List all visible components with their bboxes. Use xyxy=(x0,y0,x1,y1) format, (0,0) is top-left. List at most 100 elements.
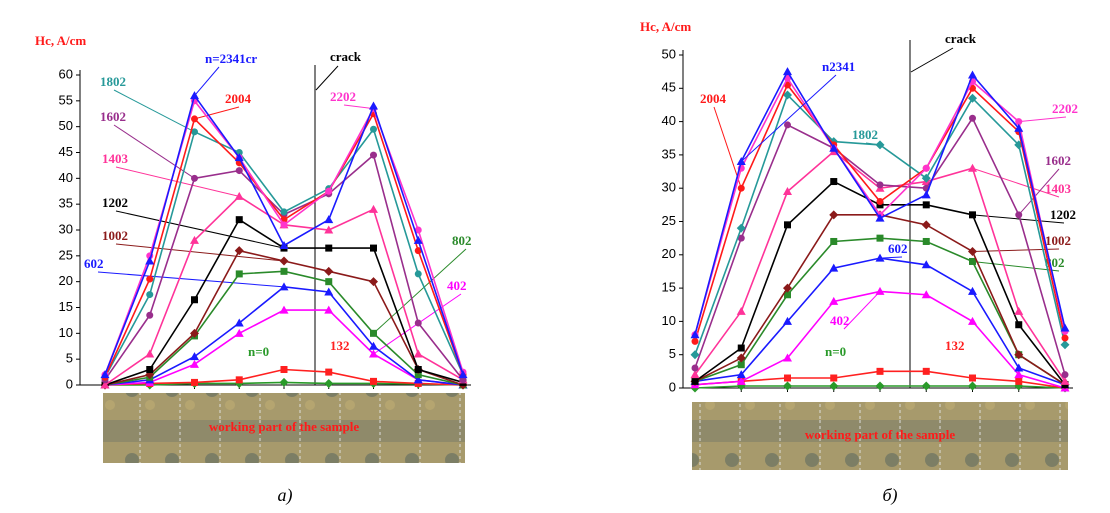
point xyxy=(1061,334,1069,342)
point xyxy=(324,287,334,296)
point xyxy=(736,376,746,385)
series-label: 132 xyxy=(330,338,350,353)
point xyxy=(1014,350,1024,360)
point xyxy=(829,263,839,272)
series-label: 132 xyxy=(945,338,965,353)
point xyxy=(324,215,334,224)
series-label: 1202 xyxy=(1050,207,1076,222)
point xyxy=(1014,370,1024,379)
y-tick-label: 55 xyxy=(59,92,73,107)
y-tick-label: 25 xyxy=(59,247,73,262)
series-label: 2202 xyxy=(330,89,356,104)
point xyxy=(921,173,931,183)
point xyxy=(829,381,839,391)
point xyxy=(830,178,838,186)
y-axis-label: Hc, A/cm xyxy=(35,33,86,48)
point xyxy=(325,187,333,195)
series-label: n=0 xyxy=(825,344,846,359)
point xyxy=(370,244,377,252)
point xyxy=(783,381,792,391)
point xyxy=(190,359,199,368)
leader-line xyxy=(865,142,881,146)
series-label: 1802 xyxy=(852,127,878,142)
point xyxy=(234,318,244,327)
point xyxy=(875,286,885,295)
series-label: 2004 xyxy=(225,91,252,106)
point xyxy=(325,278,333,286)
leader-line xyxy=(194,106,240,120)
point xyxy=(191,378,198,386)
point xyxy=(783,90,792,100)
point xyxy=(875,381,885,391)
point xyxy=(784,121,791,129)
y-tick-label: 5 xyxy=(669,346,676,361)
series-label: 602 xyxy=(84,256,104,271)
point xyxy=(370,151,377,159)
point xyxy=(369,204,378,213)
point xyxy=(280,208,288,216)
leader-line xyxy=(113,89,195,133)
point xyxy=(1015,321,1023,329)
point xyxy=(100,370,110,379)
point xyxy=(737,344,745,352)
point xyxy=(413,235,423,244)
point xyxy=(690,330,700,339)
point xyxy=(921,381,931,391)
point xyxy=(736,223,746,233)
point xyxy=(280,221,288,229)
series-label: 1602 xyxy=(100,109,126,124)
y-tick-label: 45 xyxy=(59,144,73,159)
leader-line xyxy=(115,243,285,262)
y-tick-label: 30 xyxy=(59,221,73,236)
point xyxy=(1015,377,1023,385)
leader-line xyxy=(1018,168,1060,216)
y-axis-label: Hc, A/cm xyxy=(640,19,691,34)
point xyxy=(235,216,243,224)
point xyxy=(369,341,378,350)
leader-line xyxy=(343,104,374,110)
series-label: 402 xyxy=(447,278,467,293)
series-label: n=0 xyxy=(248,344,269,359)
point xyxy=(369,101,378,110)
series-line xyxy=(104,127,464,378)
series-label: n=2341cr xyxy=(205,51,257,66)
point xyxy=(969,114,976,122)
point xyxy=(1060,323,1070,332)
point xyxy=(830,374,838,382)
series-label: 602 xyxy=(888,241,908,256)
leader-line xyxy=(373,248,467,334)
point xyxy=(830,237,838,245)
y-tick-label: 5 xyxy=(66,351,73,366)
point xyxy=(325,368,333,376)
point xyxy=(280,366,288,373)
y-tick-label: 50 xyxy=(59,118,73,133)
point xyxy=(784,374,791,382)
point xyxy=(1014,123,1024,132)
series-label: 1802 xyxy=(100,74,126,89)
series-label: 1403 xyxy=(1045,181,1072,196)
leader-line xyxy=(879,256,903,259)
strip-label: working part of the sample xyxy=(805,427,955,442)
point xyxy=(234,246,244,256)
point xyxy=(737,361,745,369)
point xyxy=(414,379,422,387)
point xyxy=(414,226,422,234)
leader-line xyxy=(194,66,220,96)
point xyxy=(921,220,931,230)
point xyxy=(458,370,468,379)
y-tick-label: 25 xyxy=(662,213,676,228)
point xyxy=(235,376,243,384)
point xyxy=(968,286,977,295)
point xyxy=(324,305,334,314)
point xyxy=(324,225,334,234)
point xyxy=(690,350,700,360)
leader-line xyxy=(740,74,837,162)
point xyxy=(1014,363,1024,372)
sample-photo xyxy=(103,393,465,463)
series-label: 1403 xyxy=(102,151,129,166)
point xyxy=(784,221,791,229)
point xyxy=(414,247,422,255)
point xyxy=(414,270,422,278)
y-tick-label: 10 xyxy=(59,325,73,340)
